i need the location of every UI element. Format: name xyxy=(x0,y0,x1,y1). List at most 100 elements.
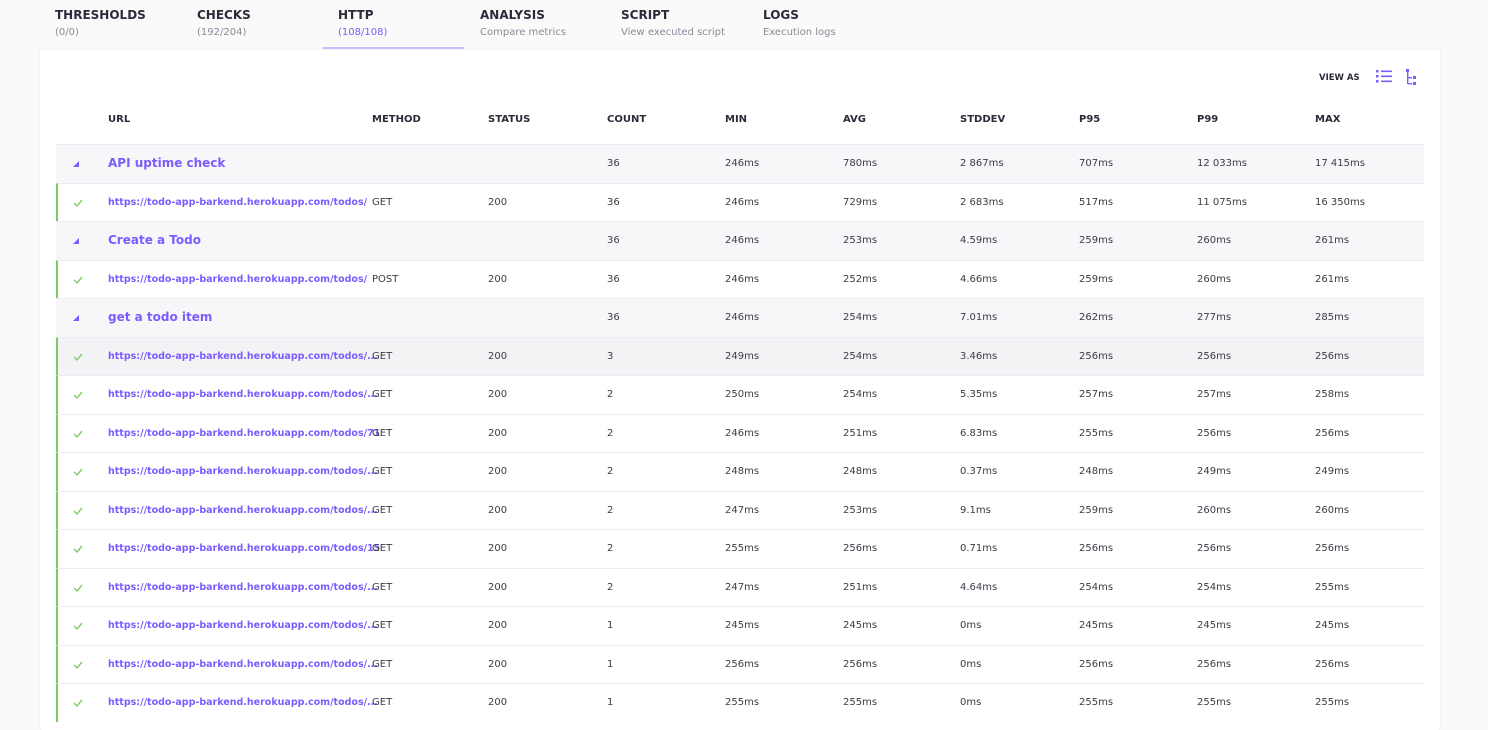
request-cell: 246ms xyxy=(725,196,760,208)
request-row[interactable]: https://todo-app-barkend.herokuapp.com/t… xyxy=(56,683,1424,722)
check-icon xyxy=(73,430,83,438)
check-icon xyxy=(73,199,83,207)
request-row[interactable]: https://todo-app-barkend.herokuapp.com/t… xyxy=(56,606,1424,645)
tab-label[interactable]: THRESHOLDS xyxy=(55,8,146,22)
request-row[interactable]: https://todo-app-barkend.herokuapp.com/t… xyxy=(56,259,1424,299)
column-header[interactable]: MAX xyxy=(1315,114,1341,125)
list-view-icon[interactable] xyxy=(1376,70,1392,83)
request-row[interactable]: https://todo-app-barkend.herokuapp.com/t… xyxy=(56,413,1424,453)
check-icon xyxy=(73,353,83,361)
request-cell: 4.64ms xyxy=(960,581,998,593)
group-stat: 254ms xyxy=(843,312,878,323)
request-cell: 254ms xyxy=(843,389,878,400)
group-stat: 277ms xyxy=(1197,312,1232,323)
request-cell: 200 xyxy=(488,389,508,400)
collapse-icon[interactable] xyxy=(72,312,84,324)
group-row[interactable]: get a todo item 36 246ms 254ms 7.01ms 262ms 27… xyxy=(56,298,1424,337)
request-cell: 255ms xyxy=(725,697,760,708)
group-stat: 259ms xyxy=(1079,235,1114,246)
column-header[interactable]: P95 xyxy=(1079,114,1101,125)
tab-sublabel[interactable]: Compare metrics xyxy=(480,27,566,38)
request-cell: 200 xyxy=(488,466,508,477)
request-cell: 256ms xyxy=(1315,350,1350,362)
group-stat: 246ms xyxy=(725,158,760,169)
request-cell: 256ms xyxy=(1197,543,1232,554)
tab-sublabel[interactable]: (192/204) xyxy=(197,27,247,38)
column-header[interactable]: URL xyxy=(108,114,131,125)
active-tab-indicator xyxy=(323,47,464,49)
request-cell: 0ms xyxy=(960,620,982,631)
group-stat: 4.59ms xyxy=(960,235,998,246)
request-row[interactable]: https://todo-app-barkend.herokuapp.com/t… xyxy=(56,182,1424,222)
group-stat: 246ms xyxy=(725,312,760,323)
group-name: Create a Todo xyxy=(108,233,201,247)
request-cell: 254ms xyxy=(1197,581,1232,593)
request-url: https://todo-app-barkend.herokuapp.com/t… xyxy=(108,273,368,285)
request-url: https://todo-app-barkend.herokuapp.com/t… xyxy=(108,196,368,208)
group-stat: 17 415ms xyxy=(1315,158,1365,169)
request-cell: GET xyxy=(372,466,393,477)
request-row[interactable]: https://todo-app-barkend.herokuapp.com/t… xyxy=(56,529,1424,568)
request-cell: 0ms xyxy=(960,697,982,708)
request-row[interactable]: https://todo-app-barkend.herokuapp.com/t… xyxy=(56,452,1424,491)
group-stat: 36 xyxy=(607,158,620,169)
tab-sublabel[interactable]: Execution logs xyxy=(763,27,836,38)
request-cell: 200 xyxy=(488,427,508,439)
column-header[interactable]: STATUS xyxy=(488,114,531,125)
request-cell: 251ms xyxy=(843,427,878,439)
request-cell: GET xyxy=(372,389,393,400)
tab-label[interactable]: SCRIPT xyxy=(621,8,670,22)
group-stat: 253ms xyxy=(843,235,878,246)
request-cell: 248ms xyxy=(1079,466,1114,477)
request-row[interactable]: https://todo-app-barkend.herokuapp.com/t… xyxy=(56,490,1424,530)
request-cell: 4.66ms xyxy=(960,273,998,285)
request-cell: 251ms xyxy=(843,581,878,593)
request-cell: 200 xyxy=(488,658,508,670)
column-header[interactable]: MIN xyxy=(725,114,748,125)
request-row[interactable]: https://todo-app-barkend.herokuapp.com/t… xyxy=(56,644,1424,684)
request-cell: POST xyxy=(372,273,399,285)
tab-label[interactable]: HTTP xyxy=(338,8,374,22)
request-row[interactable]: https://todo-app-barkend.herokuapp.com/t… xyxy=(56,375,1424,414)
group-stat: 707ms xyxy=(1079,158,1114,169)
tab-sublabel[interactable]: (0/0) xyxy=(55,27,79,38)
request-row[interactable]: https://todo-app-barkend.herokuapp.com/t… xyxy=(56,336,1424,376)
column-header[interactable]: P99 xyxy=(1197,114,1219,125)
group-row[interactable]: API uptime check 36 246ms 780ms 2 867ms 707ms… xyxy=(56,144,1424,183)
request-cell: 36 xyxy=(607,196,620,208)
request-cell: GET xyxy=(372,543,393,554)
group-row[interactable]: Create a Todo 36 246ms 253ms 4.59ms 259ms 260m… xyxy=(56,221,1424,260)
column-header[interactable]: COUNT xyxy=(607,114,647,125)
request-cell: 255ms xyxy=(1197,697,1232,708)
view-as-label: VIEW AS xyxy=(1319,73,1360,83)
request-cell: 258ms xyxy=(1315,389,1350,400)
tree-view-icon[interactable] xyxy=(1406,69,1416,85)
request-cell: 256ms xyxy=(1197,350,1232,362)
collapse-icon[interactable] xyxy=(72,235,84,247)
group-stat: 260ms xyxy=(1197,235,1232,246)
request-row[interactable]: https://todo-app-barkend.herokuapp.com/t… xyxy=(56,567,1424,607)
request-cell: 247ms xyxy=(725,504,760,516)
view-toggle[interactable] xyxy=(1374,68,1424,88)
tab-sublabel[interactable]: (108/108) xyxy=(338,27,388,38)
request-cell: 256ms xyxy=(1315,543,1350,554)
tab-label[interactable]: LOGS xyxy=(763,8,799,22)
tab-label[interactable]: ANALYSIS xyxy=(480,8,545,22)
column-header[interactable]: AVG xyxy=(843,114,867,125)
group-stat: 36 xyxy=(607,312,620,323)
request-url: https://todo-app-barkend.herokuapp.com/t… xyxy=(108,697,378,708)
request-cell: 256ms xyxy=(843,543,878,554)
column-header[interactable]: STDDEV xyxy=(960,114,1006,125)
request-cell: 9.1ms xyxy=(960,504,991,516)
request-cell: 200 xyxy=(488,504,508,516)
column-header[interactable]: METHOD xyxy=(372,114,421,125)
check-icon xyxy=(73,391,83,400)
request-url: https://todo-app-barkend.herokuapp.com/t… xyxy=(108,504,378,516)
request-cell: 246ms xyxy=(725,427,760,439)
collapse-icon[interactable] xyxy=(72,158,84,170)
tab-label[interactable]: CHECKS xyxy=(197,8,251,22)
tab-sublabel[interactable]: View executed script xyxy=(621,27,725,38)
request-cell: 249ms xyxy=(1315,466,1350,477)
request-cell: 2 683ms xyxy=(960,196,1004,208)
request-cell: GET xyxy=(372,350,393,362)
